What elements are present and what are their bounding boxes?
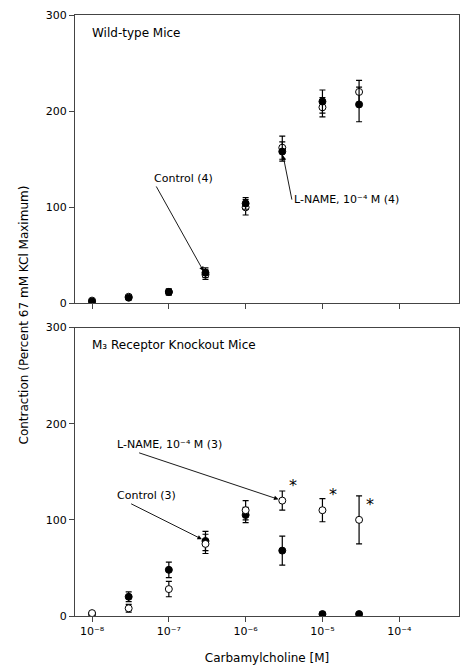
svg-text:Control (3): Control (3) — [117, 489, 176, 502]
svg-text:Wild-type Mice: Wild-type Mice — [92, 26, 181, 40]
svg-text:100: 100 — [46, 514, 67, 527]
svg-text:100: 100 — [46, 201, 67, 214]
svg-text:Control (4): Control (4) — [154, 172, 213, 185]
svg-text:200: 200 — [46, 418, 67, 431]
svg-text:300: 300 — [46, 321, 67, 334]
svg-text:Carbamylcholine [M]: Carbamylcholine [M] — [205, 651, 330, 665]
svg-text:L-NAME, 10⁻⁴ M (3): L-NAME, 10⁻⁴ M (3) — [117, 438, 222, 451]
svg-text:*: * — [289, 476, 297, 495]
svg-text:200: 200 — [46, 105, 67, 118]
svg-text:*: * — [366, 495, 374, 514]
svg-text:10⁻⁸: 10⁻⁸ — [80, 625, 105, 638]
svg-text:10⁻⁵: 10⁻⁵ — [310, 625, 334, 638]
svg-text:10⁻⁷: 10⁻⁷ — [157, 625, 181, 638]
svg-text:300: 300 — [46, 9, 67, 22]
svg-text:10⁻⁶: 10⁻⁶ — [234, 625, 259, 638]
svg-text:M₃ Receptor Knockout Mice: M₃ Receptor Knockout Mice — [92, 338, 256, 352]
svg-text:Contraction (Percent 67 mM KCl: Contraction (Percent 67 mM KCl Maximum) — [17, 186, 31, 445]
svg-text:10⁻⁴: 10⁻⁴ — [387, 625, 412, 638]
svg-text:*: * — [329, 485, 337, 504]
svg-text:L-NAME, 10⁻⁴ M (4): L-NAME, 10⁻⁴ M (4) — [294, 193, 399, 206]
svg-text:0: 0 — [60, 297, 67, 310]
svg-text:0: 0 — [60, 610, 67, 623]
